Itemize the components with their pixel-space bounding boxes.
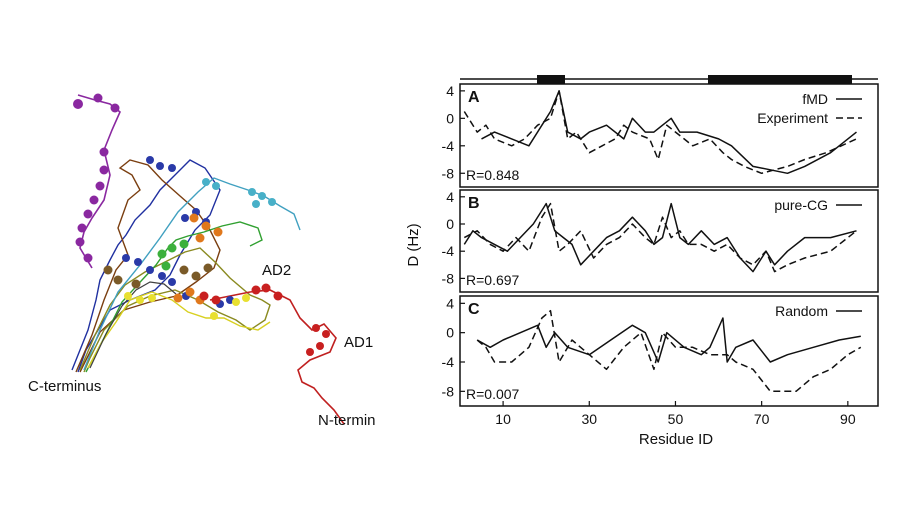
chart-panels: 4 0 -4 -8 A R=0.848 fMD Experiment 4 0 -4 -8 B R=0.69… (442, 83, 879, 427)
green-beads (157, 239, 189, 271)
r-value-label: R=0.848 (466, 167, 520, 183)
series-random (476, 317, 861, 363)
y-tick-label: 4 (446, 295, 454, 311)
purple-beads (73, 93, 120, 263)
red-beads (199, 283, 330, 356)
y-tick-label: 4 (446, 189, 454, 205)
series-dashed (476, 309, 862, 393)
rdc-chart-figure: D (Hz) 4 0 -4 -8 A R=0.848 fMD Experiment 4 0 -4 -8… (405, 75, 879, 448)
y-tick-label: -4 (442, 354, 455, 370)
y-axis-title: D (Hz) (405, 223, 422, 266)
y-tick-label: 0 (446, 110, 454, 126)
strand-grey (89, 281, 177, 369)
protein-structure-illustration (71, 93, 345, 425)
ad1-label: AD1 (344, 334, 374, 351)
strand-red (209, 289, 345, 425)
series-experiment (463, 90, 857, 175)
series-fmd (481, 90, 857, 175)
r-value-label: R=0.007 (466, 386, 520, 402)
y-tick-label: -4 (442, 138, 455, 154)
panel-letter: C (468, 301, 480, 318)
legend-label: Random (775, 303, 828, 319)
y-tick-label: -8 (442, 270, 455, 286)
panel-letter: B (468, 195, 480, 212)
backbone-strands (71, 94, 345, 425)
series-pure-cg (463, 202, 857, 273)
brown-beads (103, 263, 213, 289)
x-tick-label: 90 (840, 411, 856, 427)
blue-beads (122, 156, 234, 308)
panel-frame (459, 189, 879, 293)
cyan-beads (202, 178, 276, 208)
n-terminus-label: N-termin (318, 412, 376, 429)
legend-label: fMD (802, 91, 828, 107)
y-tick-label: -4 (442, 243, 455, 259)
y-tick-label: -8 (442, 165, 455, 181)
legend-label: pure-CG (774, 197, 828, 213)
y-tick-label: 0 (446, 325, 454, 341)
x-axis-title: Residue ID (639, 431, 713, 448)
strand-purple (77, 94, 121, 269)
strand-olive (79, 247, 271, 373)
panel-a: 4 0 -4 -8 A R=0.848 fMD Experiment (442, 83, 879, 188)
series-dashed (463, 202, 857, 273)
legend-label: Experiment (757, 110, 828, 126)
helix-bar-1 (537, 75, 565, 84)
orange-beads (173, 213, 223, 305)
secondary-structure-bars (460, 75, 878, 84)
panel-frame (459, 83, 879, 188)
panel-letter: A (468, 89, 480, 106)
helix-bar-2 (708, 75, 852, 84)
x-tick-label: 70 (754, 411, 770, 427)
panel-c: 4 0 -4 -8 10 30 50 70 90 C R=0.007 Random (442, 295, 879, 427)
y-tick-label: -8 (442, 383, 455, 399)
x-tick-label: 50 (668, 411, 684, 427)
r-value-label: R=0.697 (466, 272, 520, 288)
x-tick-label: 30 (581, 411, 597, 427)
panel-b: 4 0 -4 -8 B R=0.697 pure-CG (442, 189, 879, 293)
y-tick-label: 0 (446, 216, 454, 232)
panel-frame (459, 295, 879, 407)
strand-yellow (87, 291, 271, 369)
strand-blue (71, 159, 221, 373)
c-terminus-label: C-terminus (28, 378, 102, 395)
bead-clusters (73, 93, 330, 356)
ad2-label: AD2 (262, 262, 292, 279)
yellow-beads (124, 292, 250, 320)
x-tick-label: 10 (495, 411, 511, 427)
y-tick-label: 4 (446, 83, 454, 99)
